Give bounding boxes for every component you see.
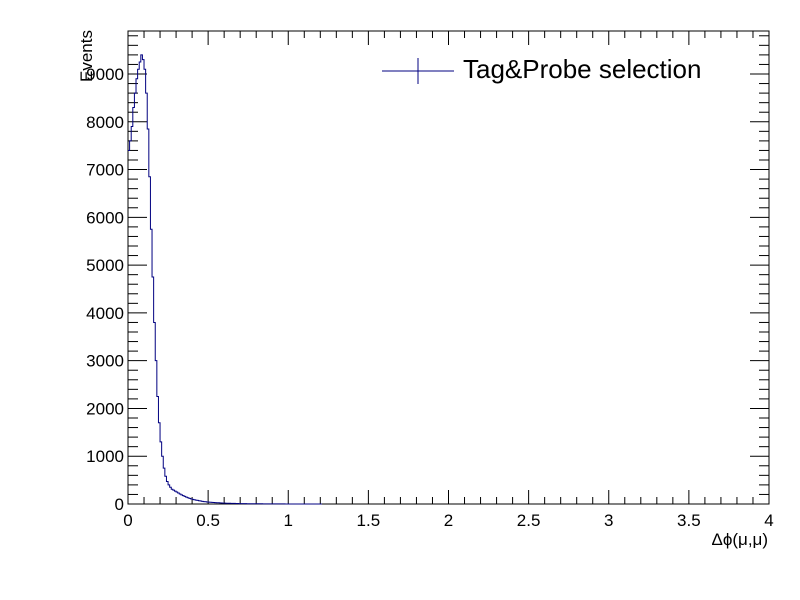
x-tick-label: 1 — [284, 511, 293, 530]
x-tick-label: 2.5 — [517, 511, 541, 530]
y-ticks: 0 1000 2000 3000 4000 5000 6000 7000 8000 9000 — [86, 35, 769, 514]
y-tick-label: 6000 — [86, 208, 124, 227]
legend-entry-label: Tag&Probe selection — [463, 54, 701, 84]
y-tick-label: 9000 — [86, 65, 124, 84]
plot-frame — [127, 30, 770, 505]
y-tick-label: 8000 — [86, 113, 124, 132]
histogram-step-line — [128, 54, 322, 505]
legend: Tag&Probe selection — [382, 54, 701, 84]
x-tick-label: 0.5 — [196, 511, 220, 530]
y-tick-label: 7000 — [86, 161, 124, 180]
x-ticks: 0 0.5 1 1.5 2 2.5 3 3.5 4 — [123, 31, 774, 530]
x-tick-label: 1.5 — [357, 511, 381, 530]
x-axis-label: Δϕ(μ,μ) — [711, 530, 768, 549]
x-tick-label: 2 — [444, 511, 453, 530]
series-layer — [128, 54, 322, 505]
x-tick-label: 4 — [764, 511, 773, 530]
y-tick-label: 0 — [115, 495, 124, 514]
y-tick-label: 1000 — [86, 447, 124, 466]
x-tick-label: 3.5 — [677, 511, 701, 530]
y-tick-label: 4000 — [86, 304, 124, 323]
x-tick-label: 0 — [123, 511, 132, 530]
y-tick-label: 3000 — [86, 352, 124, 371]
plot-layer — [127, 30, 770, 505]
y-tick-label: 5000 — [86, 256, 124, 275]
x-tick-label: 3 — [604, 511, 613, 530]
y-axis-label: Events — [77, 30, 96, 82]
y-tick-label: 2000 — [86, 399, 124, 418]
